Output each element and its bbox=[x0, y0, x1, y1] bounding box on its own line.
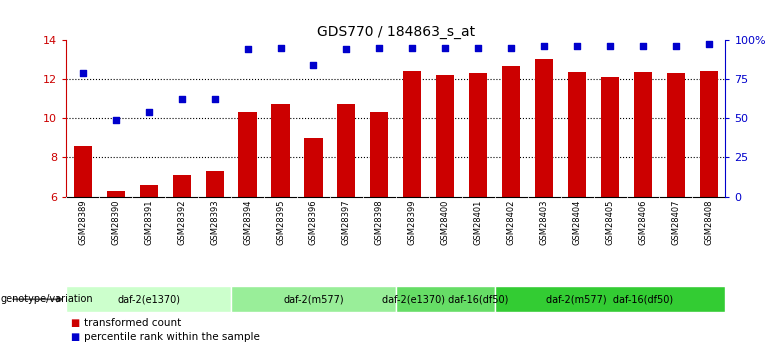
Text: GSM28403: GSM28403 bbox=[540, 199, 548, 245]
Text: daf-2(m577)  daf-16(df50): daf-2(m577) daf-16(df50) bbox=[547, 294, 674, 304]
Text: GSM28407: GSM28407 bbox=[672, 199, 680, 245]
Point bbox=[439, 45, 452, 50]
Text: daf-2(e1370): daf-2(e1370) bbox=[117, 294, 180, 304]
Text: GSM28399: GSM28399 bbox=[408, 199, 417, 245]
Text: percentile rank within the sample: percentile rank within the sample bbox=[84, 332, 260, 342]
Bar bbox=[338, 105, 356, 197]
Text: GSM28396: GSM28396 bbox=[309, 199, 318, 245]
Text: daf-2(e1370) daf-16(df50): daf-2(e1370) daf-16(df50) bbox=[382, 294, 509, 304]
Text: GSM28393: GSM28393 bbox=[210, 199, 219, 245]
Bar bbox=[495, 286, 725, 313]
Text: genotype/variation: genotype/variation bbox=[1, 294, 94, 304]
Point bbox=[340, 47, 353, 52]
Bar bbox=[140, 185, 158, 197]
Point bbox=[76, 70, 89, 76]
Bar bbox=[700, 71, 718, 197]
Point bbox=[373, 45, 385, 50]
Bar bbox=[396, 286, 495, 313]
Bar bbox=[502, 66, 520, 197]
Bar bbox=[66, 286, 231, 313]
Point bbox=[275, 45, 287, 50]
Point bbox=[406, 45, 419, 50]
Point bbox=[176, 96, 188, 101]
Point bbox=[636, 43, 649, 48]
Bar bbox=[206, 171, 224, 197]
Point bbox=[109, 117, 122, 123]
Bar bbox=[470, 73, 488, 197]
Bar bbox=[271, 105, 289, 197]
Point bbox=[472, 45, 484, 50]
Text: GSM28398: GSM28398 bbox=[375, 199, 384, 245]
Bar bbox=[535, 59, 553, 197]
Title: GDS770 / 184863_s_at: GDS770 / 184863_s_at bbox=[317, 24, 475, 39]
Point bbox=[307, 62, 320, 68]
Bar bbox=[172, 175, 190, 197]
Point bbox=[143, 109, 155, 115]
Bar bbox=[634, 72, 652, 197]
Point bbox=[241, 47, 254, 52]
Text: GSM28392: GSM28392 bbox=[177, 199, 186, 245]
Point bbox=[670, 43, 682, 48]
Text: GSM28404: GSM28404 bbox=[573, 199, 582, 245]
Text: ■: ■ bbox=[70, 318, 80, 328]
Text: GSM28401: GSM28401 bbox=[473, 199, 483, 245]
Point bbox=[538, 43, 551, 48]
Text: GSM28389: GSM28389 bbox=[78, 199, 87, 245]
Point bbox=[571, 43, 583, 48]
Text: ■: ■ bbox=[70, 332, 80, 342]
Bar bbox=[107, 191, 125, 197]
Text: GSM28402: GSM28402 bbox=[507, 199, 516, 245]
Text: transformed count: transformed count bbox=[84, 318, 182, 328]
Bar bbox=[601, 77, 619, 197]
Text: GSM28397: GSM28397 bbox=[342, 199, 351, 245]
Bar bbox=[403, 71, 421, 197]
Text: daf-2(m577): daf-2(m577) bbox=[283, 294, 344, 304]
Text: GSM28395: GSM28395 bbox=[276, 199, 285, 245]
Text: GSM28408: GSM28408 bbox=[704, 199, 714, 245]
Bar bbox=[568, 72, 586, 197]
Bar bbox=[370, 112, 388, 197]
Text: GSM28394: GSM28394 bbox=[243, 199, 252, 245]
Bar bbox=[239, 112, 257, 197]
Text: GSM28405: GSM28405 bbox=[605, 199, 615, 245]
Text: GSM28391: GSM28391 bbox=[144, 199, 153, 245]
Point bbox=[604, 43, 616, 48]
Bar bbox=[304, 138, 322, 197]
Bar bbox=[667, 73, 685, 197]
Bar bbox=[74, 146, 92, 197]
Bar bbox=[231, 286, 396, 313]
Bar bbox=[436, 75, 454, 197]
Point bbox=[208, 96, 221, 101]
Point bbox=[703, 41, 715, 46]
Text: GSM28400: GSM28400 bbox=[441, 199, 450, 245]
Text: GSM28406: GSM28406 bbox=[639, 199, 647, 245]
Point bbox=[505, 45, 517, 50]
Text: GSM28390: GSM28390 bbox=[112, 199, 120, 245]
